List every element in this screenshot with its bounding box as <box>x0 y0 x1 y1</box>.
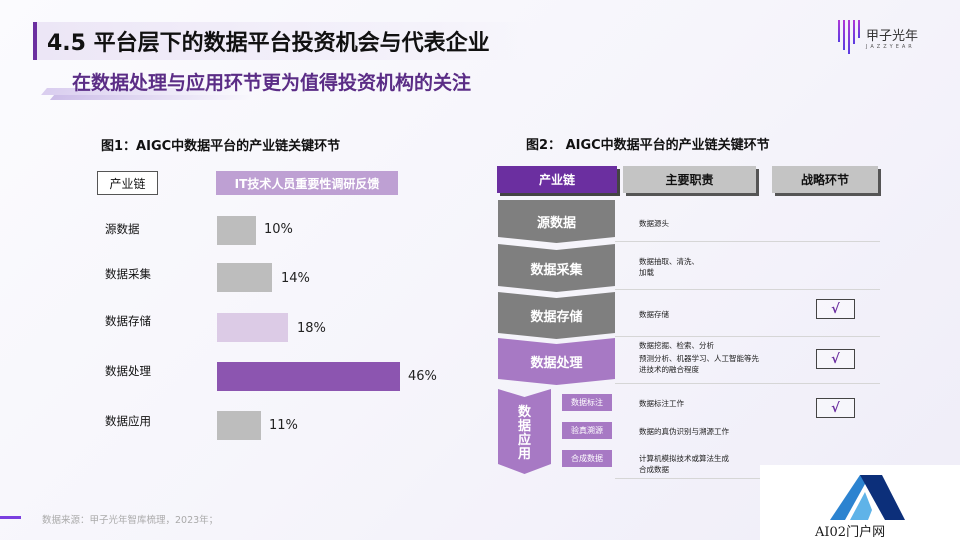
duty-text: 数据的真伪识别与溯源工作 <box>639 427 729 436</box>
duty-line: 进技术的融合程度 <box>639 365 699 374</box>
bar <box>217 216 256 245</box>
bar <box>217 263 272 292</box>
row-divider <box>615 336 880 337</box>
figure1-col-chain: 产业链 <box>97 171 158 195</box>
badge-text: AI02门户网 <box>815 525 886 540</box>
row-divider <box>615 241 880 242</box>
logo-text-en: JAZZYEAR <box>866 43 915 50</box>
row-divider <box>615 478 880 479</box>
chain-stage-application: 数 据 应 用 <box>498 389 551 474</box>
bar-label: 数据处理 <box>105 364 151 378</box>
duty-text: 数据抽取、清洗、 加载 <box>639 256 699 278</box>
chain-stage-collect: 数据采集 <box>498 244 615 292</box>
bar-label: 数据存储 <box>105 314 151 328</box>
duty-text: 数据标注工作 <box>639 399 684 408</box>
sub-stage-annotation: 数据标注 <box>562 394 612 411</box>
bar-value: 18% <box>297 321 326 336</box>
key-check-annotation: √ <box>816 398 855 418</box>
duty-text: 数据存储 <box>639 310 669 319</box>
ai-logo-icon <box>830 475 905 520</box>
row-divider <box>615 383 880 384</box>
figure1-col-feedback: IT技术人员重要性调研反馈 <box>216 171 398 195</box>
row-divider <box>615 289 880 290</box>
duty-line: 合成数据 <box>639 465 669 474</box>
sub-stage-synthetic: 合成数据 <box>562 450 612 467</box>
duty-text: 计算机模拟技术或算法生成 合成数据 <box>639 453 729 475</box>
page-title: 4.5 平台层下的数据平台投资机会与代表企业 <box>33 22 533 60</box>
duty-line: 数据抽取、清洗、 <box>639 257 699 266</box>
stage-char: 数 <box>517 404 531 420</box>
chain-stage-source: 源数据 <box>498 200 615 243</box>
bar-value: 14% <box>281 271 310 286</box>
bar-label: 数据应用 <box>105 414 151 428</box>
figure2-header-chain: 产业链 <box>497 166 617 193</box>
data-source: 数据来源：甲子光年智库梳理，2023年； <box>42 515 219 526</box>
figure2-title: 图2： AIGC中数据平台的产业链关键环节 <box>526 138 770 153</box>
bar-value: 46% <box>408 369 437 384</box>
subtitle-decoration <box>49 95 255 100</box>
watermark-badge: AI02门户网 <box>760 465 960 540</box>
duty-text: 数据源头 <box>639 219 669 228</box>
figure1-title: 图1：AIGC中数据平台的产业链关键环节 <box>101 139 341 154</box>
bar <box>217 313 288 342</box>
duty-line: 加载 <box>639 268 654 277</box>
stage-char: 用 <box>517 446 531 462</box>
duty-line: 数据挖掘、检索、分析 <box>639 341 714 350</box>
duty-line: 计算机模拟技术或算法生成 <box>639 454 729 463</box>
key-check-storage: √ <box>816 299 855 319</box>
bar <box>217 411 261 440</box>
logo-bars-icon <box>838 20 860 54</box>
sub-stage-verification: 验真溯源 <box>562 422 612 439</box>
stage-char: 应 <box>517 432 531 448</box>
bar-value: 11% <box>269 418 298 433</box>
logo-text-cn: 甲子光年 <box>866 28 919 44</box>
bar <box>217 362 400 391</box>
bar-value: 10% <box>264 222 293 237</box>
footer-accent-line <box>0 516 21 519</box>
duty-line: 预测分析、机器学习、人工智能等先 <box>639 354 759 363</box>
bar-label: 数据采集 <box>105 267 151 281</box>
page-subtitle: 在数据处理与应用环节更为值得投资机构的关注 <box>72 72 472 94</box>
page-title-text: 4.5 平台层下的数据平台投资机会与代表企业 <box>47 31 490 56</box>
chain-stage-storage: 数据存储 <box>498 292 615 339</box>
chain-stage-processing: 数据处理 <box>498 338 615 385</box>
brand-logo: 甲子光年 JAZZYEAR <box>838 20 918 54</box>
duty-text: 数据挖掘、检索、分析 预测分析、机器学习、人工智能等先 进技术的融合程度 <box>639 340 759 375</box>
figure2-header-key: 战略环节 <box>772 166 878 193</box>
stage-char: 据 <box>517 418 531 434</box>
bar-label: 源数据 <box>105 222 140 236</box>
figure2-header-duty: 主要职责 <box>623 166 756 193</box>
key-check-processing: √ <box>816 349 855 369</box>
